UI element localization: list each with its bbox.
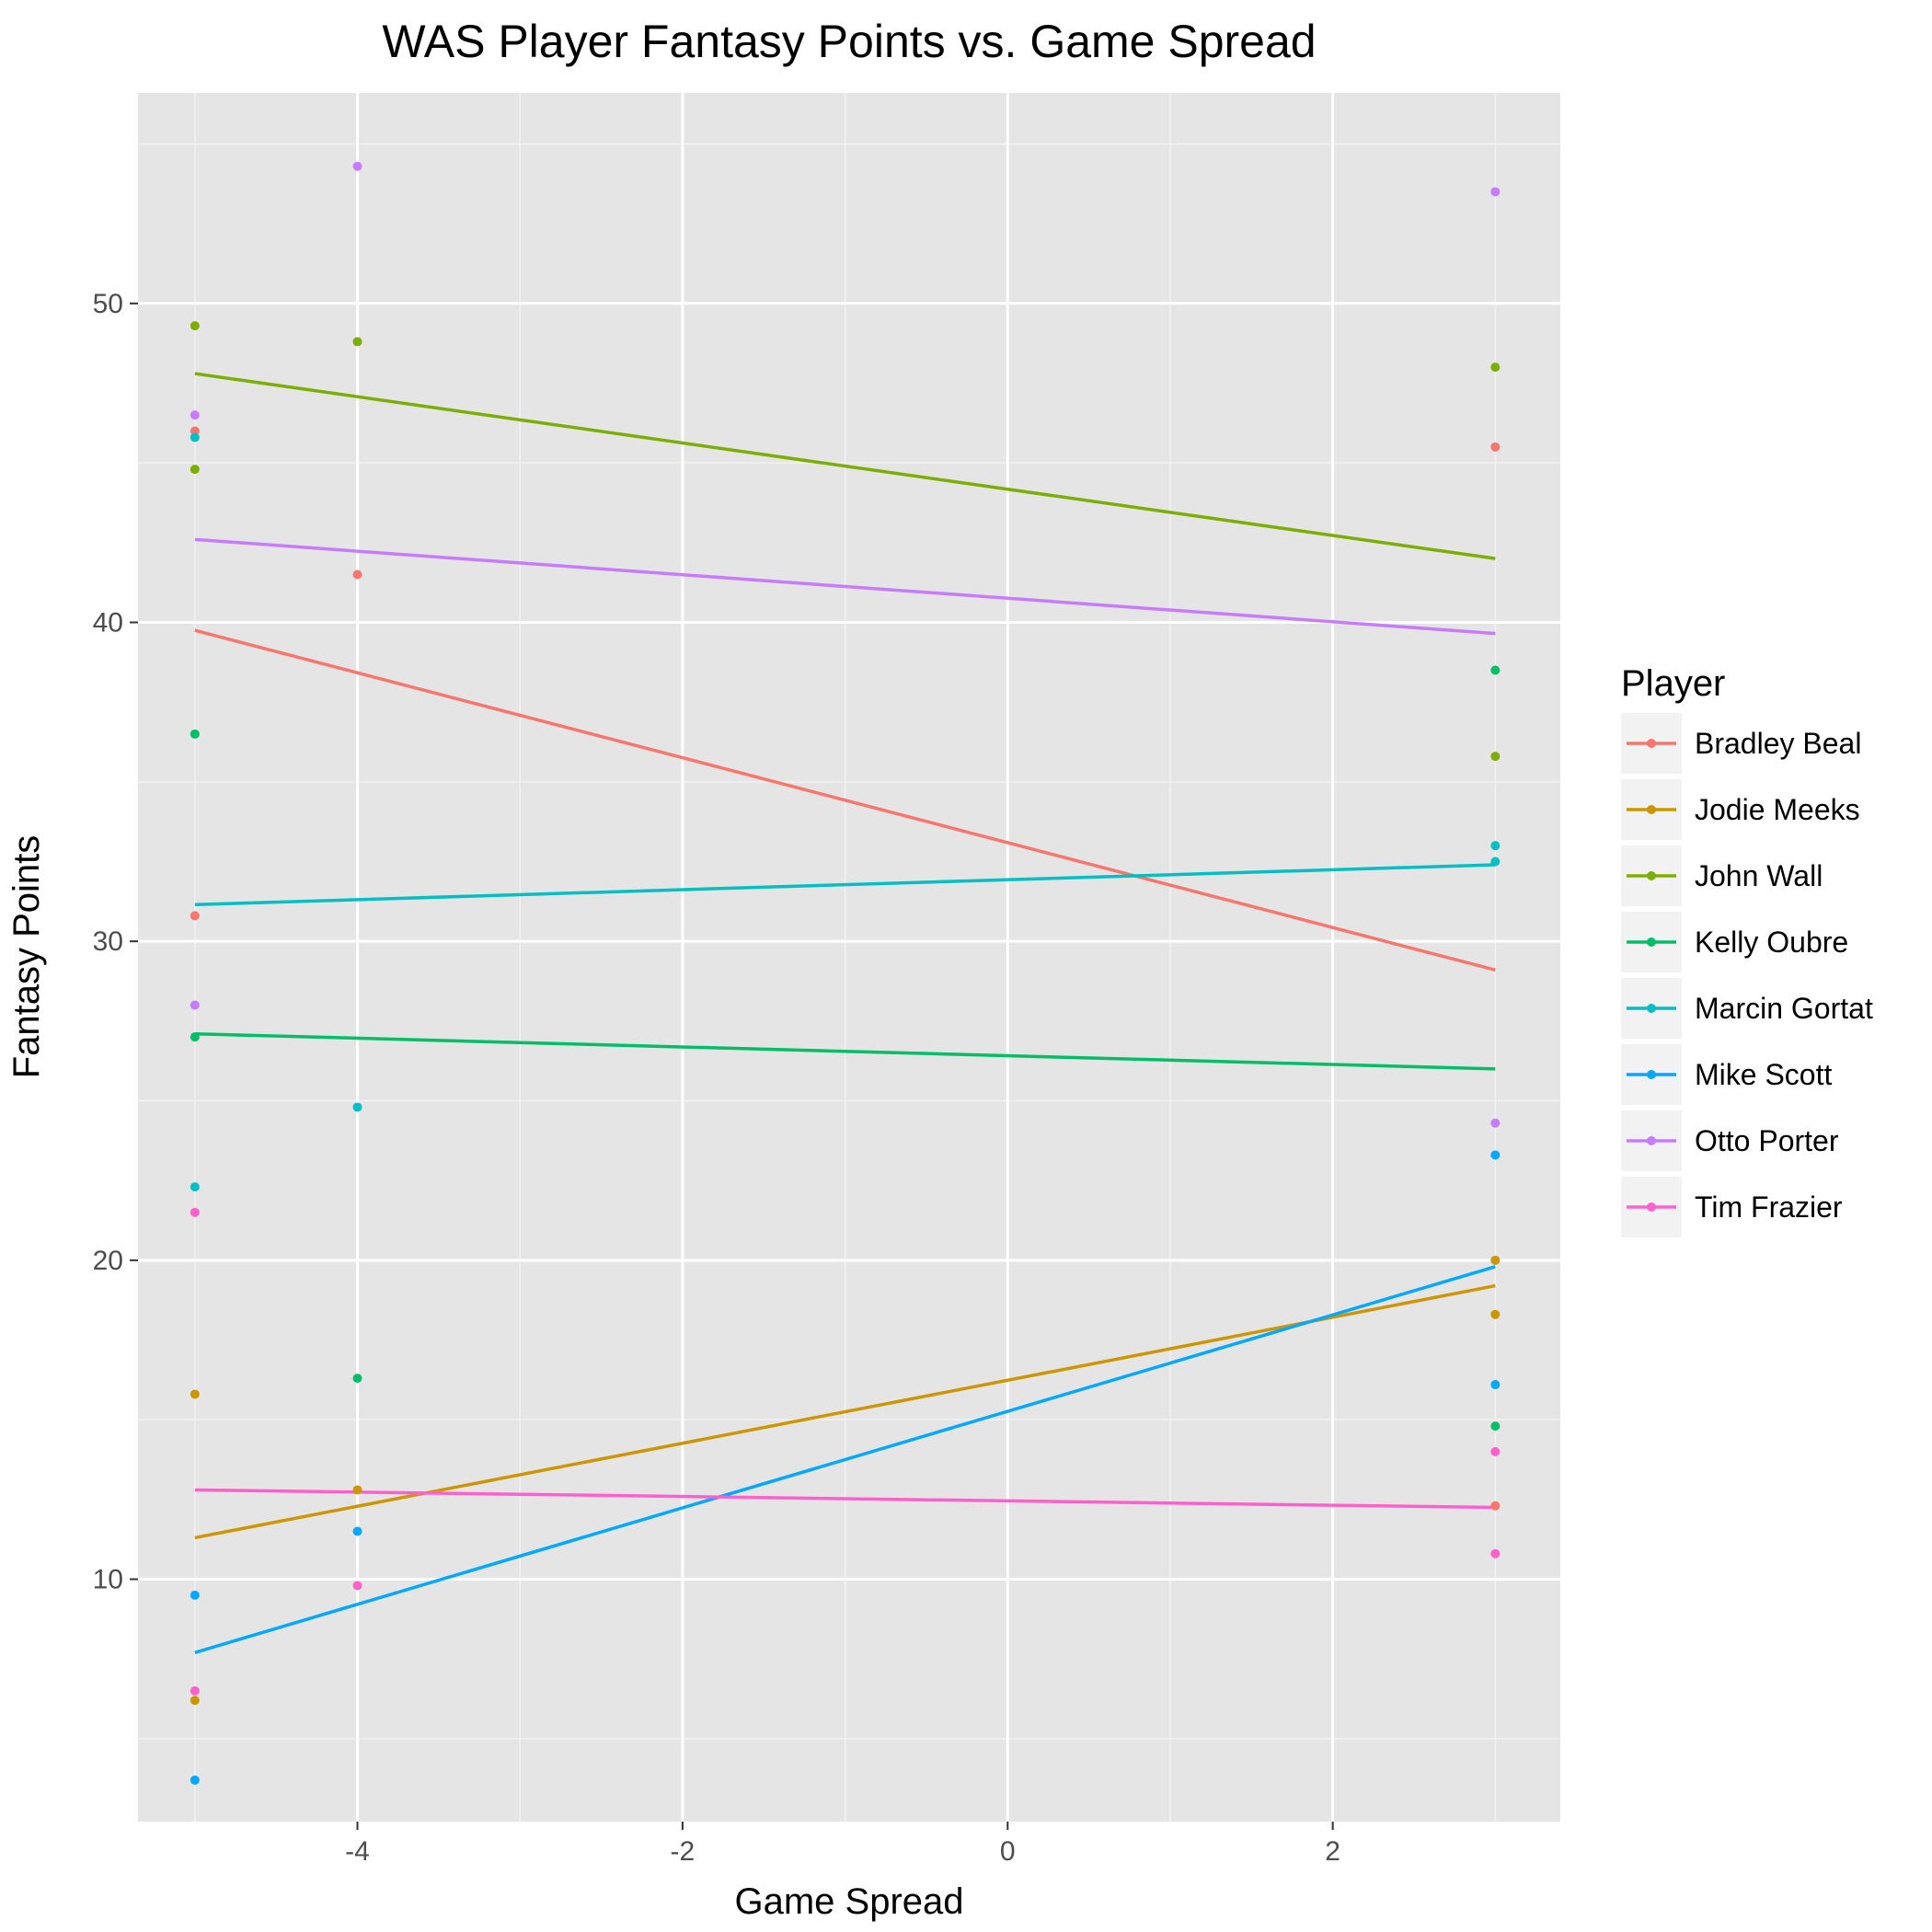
trend-line: [194, 1488, 1496, 1510]
data-point: [190, 729, 200, 739]
data-point: [352, 161, 362, 171]
legend-key-point: [1647, 937, 1656, 947]
data-point: [1490, 362, 1501, 373]
legend-label: Mike Scott: [1695, 1058, 1832, 1091]
y-tick-label: 10: [93, 1565, 123, 1595]
legend-key-point: [1647, 739, 1656, 748]
data-point: [190, 1685, 200, 1696]
y-tick-label: 30: [93, 926, 123, 957]
data-point: [1490, 1501, 1501, 1511]
trend-line: [194, 372, 1496, 560]
data-point: [1490, 752, 1501, 762]
data-point: [352, 569, 362, 580]
data-point: [1490, 1380, 1501, 1390]
legend-label: Marcin Gortat: [1695, 992, 1873, 1025]
data-point: [1490, 442, 1501, 452]
legend-label: Bradley Beal: [1695, 727, 1861, 760]
legend-key-point: [1647, 871, 1656, 880]
legend-key-point: [1647, 1070, 1656, 1079]
legend-label: John Wall: [1695, 859, 1823, 892]
data-point: [190, 1207, 200, 1217]
data-point: [190, 911, 200, 921]
y-tick-label: 20: [93, 1246, 123, 1276]
data-point: [1490, 665, 1501, 675]
data-point: [1490, 1548, 1501, 1558]
x-tick-label: -4: [345, 1836, 370, 1867]
data-point: [190, 1590, 200, 1600]
legend-key-point: [1647, 1136, 1656, 1145]
data-point: [352, 337, 362, 347]
y-tick-label: 40: [93, 607, 123, 638]
data-point: [1490, 1118, 1501, 1128]
data-point: [1490, 1255, 1501, 1265]
grid-major: [138, 93, 1560, 1822]
data-point: [190, 432, 200, 443]
data-point: [352, 1374, 362, 1384]
data-point: [190, 426, 200, 436]
trend-line: [194, 863, 1496, 907]
legend-title: Player: [1621, 663, 1725, 704]
data-point: [190, 1182, 200, 1192]
trend-line: [194, 1265, 1496, 1654]
legend-items: Bradley Beal Jodie Meeks John Wall Kelly Ou…: [1621, 713, 1873, 1237]
x-tick-label: 2: [1325, 1836, 1340, 1867]
data-point: [190, 410, 200, 420]
trend-line: [194, 1283, 1496, 1540]
x-tick-label: 0: [1000, 1836, 1016, 1867]
data-point: [190, 1775, 200, 1785]
data-point: [190, 1696, 200, 1706]
x-axis: -4 -2 0 2: [345, 1822, 1340, 1867]
data-points: [190, 161, 1501, 1785]
data-point: [1490, 857, 1501, 867]
data-point: [190, 1032, 200, 1042]
data-point: [352, 1526, 362, 1536]
y-axis: 10 20 30 40 50: [93, 289, 138, 1595]
data-point: [352, 1581, 362, 1591]
trend-lines: [194, 372, 1496, 1654]
data-point: [1490, 841, 1501, 851]
legend-label: Kelly Oubre: [1695, 926, 1848, 959]
data-point: [190, 1000, 200, 1010]
trend-line: [194, 537, 1496, 636]
data-point: [1490, 187, 1501, 197]
data-point: [1490, 1421, 1501, 1432]
y-axis-title: Fantasy Points: [6, 835, 47, 1079]
data-point: [352, 1485, 362, 1495]
data-point: [352, 1102, 362, 1112]
x-tick-label: -2: [671, 1836, 696, 1867]
data-point: [1490, 1446, 1501, 1456]
data-point: [1490, 1150, 1501, 1160]
legend-label: Jodie Meeks: [1695, 793, 1860, 826]
data-point: [1490, 1309, 1501, 1319]
legend-label: Otto Porter: [1695, 1124, 1839, 1157]
legend-label: Tim Frazier: [1695, 1190, 1843, 1224]
y-tick-label: 50: [93, 289, 123, 319]
legend: Player Bradley Beal Jodie Meeks John Wall K…: [1621, 663, 1873, 1237]
x-axis-title: Game Spread: [734, 1881, 963, 1922]
trend-line: [194, 628, 1496, 972]
chart-title: WAS Player Fantasy Points vs. Game Sprea…: [382, 16, 1316, 67]
plot-panel: [138, 93, 1560, 1822]
data-point: [190, 321, 200, 331]
legend-key-point: [1647, 1004, 1656, 1013]
legend-key-point: [1647, 1202, 1656, 1212]
data-point: [190, 1389, 200, 1399]
grid-minor: [138, 93, 1560, 1822]
legend-key-point: [1647, 805, 1656, 814]
trend-line: [194, 1031, 1496, 1071]
data-point: [190, 465, 200, 475]
